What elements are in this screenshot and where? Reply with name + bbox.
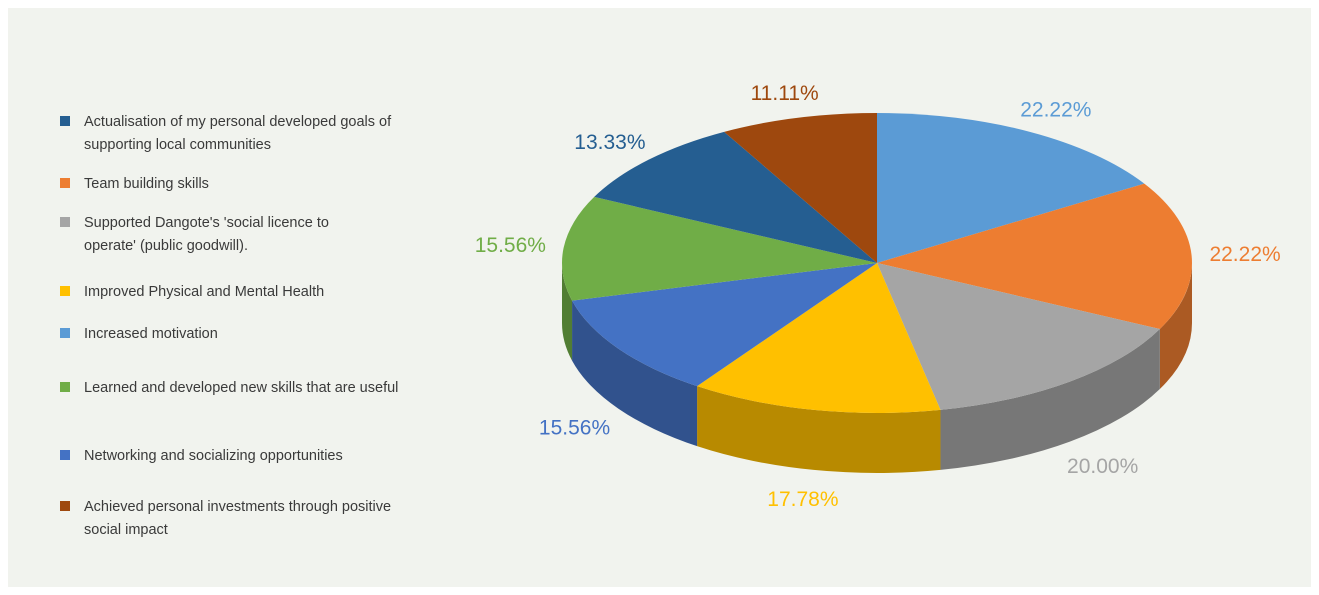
pie-side-5 bbox=[562, 263, 573, 361]
pie-slice-0 bbox=[877, 113, 1145, 263]
legend-item: Networking and socializing opportunities bbox=[60, 445, 444, 468]
legend-item: Supported Dangote's 'social licence to o… bbox=[60, 212, 384, 258]
legend-label: Learned and developed new skills that ar… bbox=[84, 380, 399, 396]
legend-swatch bbox=[60, 382, 70, 392]
data-label-6: 13.33% bbox=[574, 131, 645, 154]
pie-labels: 22.22% 22.22% 20.00% 17.78% 15.56% 15.56% 13.3… bbox=[475, 82, 1281, 511]
legend-swatch bbox=[60, 328, 70, 338]
legend-swatch bbox=[60, 450, 70, 460]
legend-label: Improved Physical and Mental Health bbox=[84, 284, 325, 300]
data-label-4: 15.56% bbox=[539, 416, 610, 439]
pie-slice-2 bbox=[877, 263, 1160, 410]
legend-item: Improved Physical and Mental Health bbox=[60, 281, 444, 304]
pie-slice-1 bbox=[877, 183, 1192, 330]
data-label-1: 22.22% bbox=[1209, 243, 1280, 266]
legend-label: Supported Dangote's 'social licence to o… bbox=[84, 215, 329, 254]
legend-label: Team building skills bbox=[84, 176, 209, 192]
data-label-7: 11.11% bbox=[751, 82, 819, 105]
data-label-0: 22.22% bbox=[1020, 99, 1091, 122]
legend-label: Actualisation of my personal developed g… bbox=[84, 114, 392, 153]
legend-swatch bbox=[60, 501, 70, 511]
data-label-3: 17.78% bbox=[767, 488, 838, 511]
legend-label: Increased motivation bbox=[84, 326, 218, 342]
pie-side-2 bbox=[940, 329, 1160, 470]
pie-slice-3 bbox=[697, 263, 941, 413]
legend-item: Increased motivation bbox=[60, 323, 444, 346]
legend-item: Actualisation of my personal developed g… bbox=[60, 111, 444, 157]
legend-swatch bbox=[60, 178, 70, 188]
legend-item: Team building skills bbox=[60, 173, 444, 196]
pie-slice-7 bbox=[724, 113, 877, 263]
legend-item: Achieved personal investments through po… bbox=[60, 496, 394, 542]
pie-slice-6 bbox=[594, 131, 877, 263]
legend-swatch bbox=[60, 116, 70, 126]
pie-sides bbox=[562, 263, 1192, 473]
data-label-5: 15.56% bbox=[475, 234, 546, 257]
pie-side-1 bbox=[1159, 263, 1192, 390]
pie-slice-5 bbox=[562, 196, 877, 301]
legend-item: Learned and developed new skills that ar… bbox=[60, 377, 419, 400]
pie-slice-4 bbox=[572, 263, 877, 387]
legend-swatch bbox=[60, 286, 70, 296]
legend-swatch bbox=[60, 217, 70, 227]
legend-label: Networking and socializing opportunities bbox=[84, 448, 343, 464]
pie-top bbox=[562, 113, 1192, 413]
pie-side-3 bbox=[697, 386, 941, 473]
pie-side-4 bbox=[572, 300, 698, 447]
data-label-2: 20.00% bbox=[1067, 455, 1138, 478]
legend-label: Achieved personal investments through po… bbox=[84, 499, 392, 538]
